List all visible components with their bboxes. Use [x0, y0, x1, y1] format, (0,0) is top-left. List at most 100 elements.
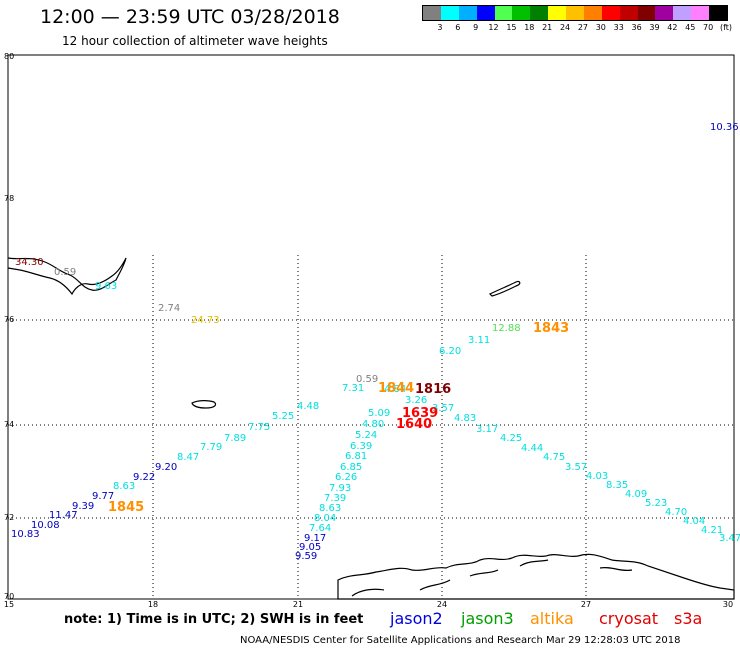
swh-value: 5.24	[355, 430, 378, 441]
swh-value: 4.44	[521, 443, 544, 454]
swh-value: 3.57	[565, 462, 588, 473]
legend-label: 45	[685, 23, 696, 32]
swh-value: 4.48	[297, 401, 320, 412]
lon-label: 18	[147, 600, 159, 609]
swh-value: 7.75	[248, 422, 271, 433]
legend-swatch	[476, 6, 495, 20]
swh-value: 7.31	[342, 383, 365, 394]
swh-value: 8.04	[314, 513, 337, 524]
swh-value: 3.57	[432, 403, 455, 414]
legend-swatch	[601, 6, 620, 20]
swh-value: 4.03	[586, 471, 609, 482]
pass-time-label: 1816	[415, 382, 452, 397]
swh-value: 6.26	[335, 472, 358, 483]
pass-time-label: 1640	[396, 417, 433, 432]
color-legend: 3 6 9 12 15 18 21 24 27 30 33 36 39 42 45 70 (ft)	[422, 5, 732, 35]
swh-value: 7.79	[200, 442, 223, 453]
credit-line: NOAA/NESDIS Center for Satellite Applica…	[240, 635, 681, 646]
chart-subtitle: 12 hour collection of altimeter wave hei…	[62, 34, 328, 48]
swh-value: 24.73	[191, 315, 220, 326]
svalbard-coast	[7, 257, 127, 296]
legend-color-bar	[422, 5, 728, 21]
legend-swatch	[583, 6, 602, 20]
swh-value: 4.80	[362, 419, 385, 430]
swh-value: 7.89	[224, 433, 247, 444]
swh-value: 4.25	[500, 433, 523, 444]
swh-value: 8.63	[319, 503, 342, 514]
legend-swatch	[673, 6, 692, 20]
swh-value: 4.84	[384, 384, 407, 395]
norway-coast	[337, 553, 735, 600]
lat-label: 76	[4, 315, 15, 324]
swh-value: 8.63	[113, 481, 136, 492]
swh-value: 2.74	[158, 303, 181, 314]
swh-value: 9.22	[133, 472, 156, 483]
swh-value: 10.36	[710, 122, 739, 133]
legend-label: 27	[577, 23, 589, 32]
legend-label: 3	[437, 23, 443, 32]
legend-swatch	[494, 6, 513, 20]
swh-value: 4.83	[454, 413, 477, 424]
legend-label: 70	[703, 23, 714, 32]
swh-value: 8.35	[606, 480, 629, 491]
legend-label: 21	[542, 23, 553, 32]
legend-label: 6	[455, 23, 461, 32]
swh-value: 4.21	[701, 525, 724, 536]
pass-time-label: 1639	[402, 406, 439, 421]
swh-value: 7.64	[309, 523, 332, 534]
lat-label: 70	[4, 592, 15, 601]
legend-labels: 3 6 9 12 15 18 21 24 27 30 33 36 39 42 45 70 (ft)	[422, 23, 732, 35]
swh-value: 34.30	[15, 257, 44, 268]
legend-label: 15	[506, 23, 517, 32]
swh-value: 3.11	[468, 335, 491, 346]
swh-value: 5.25	[272, 411, 295, 422]
swh-value: 9.20	[155, 462, 178, 473]
lon-label: 30	[722, 600, 734, 609]
satellite-jason3: jason3	[461, 609, 514, 628]
legend-swatch	[530, 6, 549, 20]
footer-note: note: 1) Time is in UTC; 2) SWH is in fe…	[64, 612, 364, 627]
swh-value: 8.47	[177, 452, 200, 463]
legend-label: 18	[524, 23, 535, 32]
lon-label: 15	[3, 600, 15, 609]
satellite-altika: altika	[530, 609, 574, 628]
legend-swatch	[566, 6, 584, 20]
lat-label: 78	[4, 194, 15, 203]
satellite-cryosat: cryosat	[599, 609, 659, 628]
satellite-jason2: jason2	[390, 609, 443, 628]
lat-label: 80	[4, 52, 15, 61]
legend-label: 24	[559, 23, 571, 32]
legend-swatch	[458, 6, 477, 20]
pass-time-label: 1843	[533, 321, 570, 336]
legend-label: 9	[473, 23, 479, 32]
swh-value: 0.59	[54, 267, 77, 278]
swh-value: 5.23	[645, 498, 668, 509]
swh-value: 3.17	[476, 424, 499, 435]
legend-swatch	[655, 6, 674, 20]
swh-value: 6.39	[350, 441, 373, 452]
legend-label: 36	[631, 23, 642, 32]
swh-value: 4.09	[625, 489, 648, 500]
legend-label: 12	[488, 23, 499, 32]
lon-label: 21	[292, 600, 304, 609]
swh-value: 4.04	[683, 516, 706, 527]
legend-swatch	[548, 6, 566, 20]
kvitoya-island	[488, 280, 521, 297]
satellite-s3a: s3a	[674, 609, 703, 628]
swh-value: 10.08	[31, 520, 60, 531]
swh-value: 10.83	[11, 529, 40, 540]
legend-swatch	[619, 6, 638, 20]
legend-label: 33	[613, 23, 624, 32]
lat-label: 72	[4, 513, 15, 522]
swh-value: 11.47	[49, 510, 78, 521]
coastlines	[7, 257, 735, 600]
swh-value: 4.75	[543, 452, 566, 463]
legend-label: 39	[649, 23, 660, 32]
legend-swatch	[440, 6, 459, 20]
pass-time-label: 1844	[378, 381, 415, 396]
swh-value: 7.39	[324, 493, 347, 504]
swh-value: 7.93	[329, 483, 352, 494]
swh-value: 0.59	[356, 374, 379, 385]
swh-value: 9.39	[72, 501, 95, 512]
swh-value: 9.77	[92, 491, 115, 502]
